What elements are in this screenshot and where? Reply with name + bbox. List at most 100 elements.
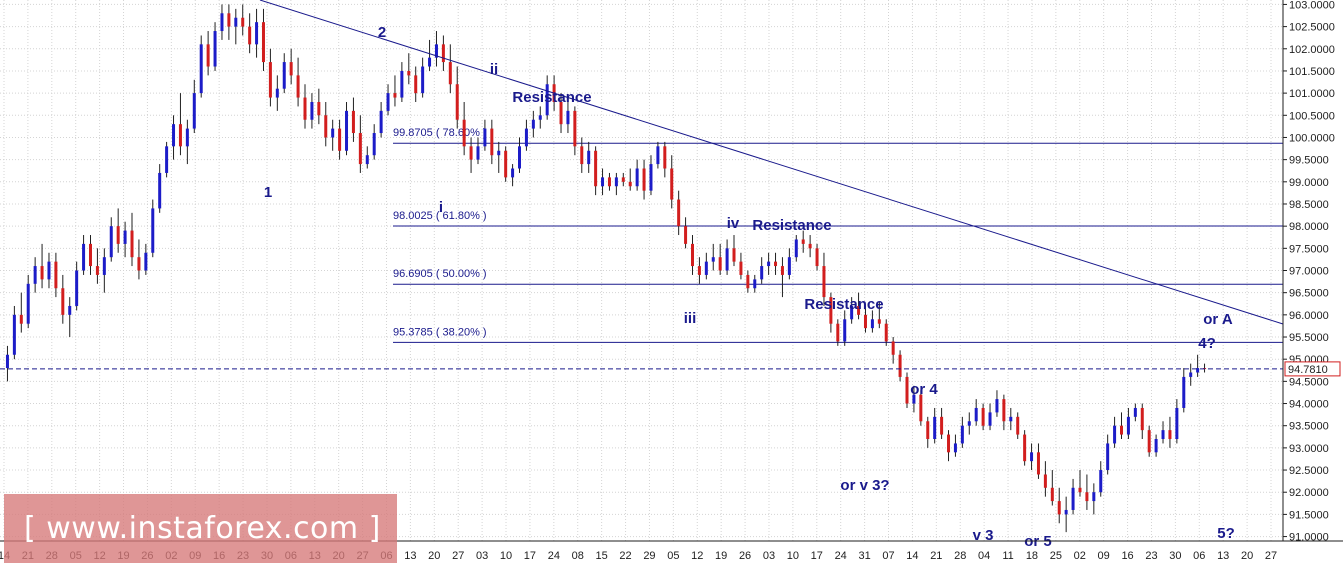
candle-body xyxy=(850,305,854,320)
candle-body xyxy=(746,274,750,289)
trendline-layer xyxy=(0,0,1284,370)
candle-body xyxy=(524,128,528,147)
candle-body xyxy=(386,93,390,111)
y-tick-label: 92.0000 xyxy=(1289,487,1329,499)
candle-body xyxy=(19,314,23,324)
x-tick-label: 29 xyxy=(643,550,655,562)
candle-body xyxy=(227,13,231,27)
y-tick-label: 102.5000 xyxy=(1289,22,1335,34)
candle-body xyxy=(1043,474,1047,488)
candle-body xyxy=(891,341,895,355)
candle-body xyxy=(663,146,667,169)
fib-level-label: 98.0025 ( 61.80% ) xyxy=(393,210,487,222)
x-tick-label: 03 xyxy=(476,550,488,562)
candle-body xyxy=(310,101,314,120)
candle-body xyxy=(358,133,362,165)
candle-body xyxy=(635,168,639,187)
candle-body xyxy=(40,266,44,280)
candle-body xyxy=(732,248,736,262)
candle-body xyxy=(601,177,605,187)
x-tick-label: 24 xyxy=(835,550,847,562)
candle-body xyxy=(241,17,245,27)
candle-body xyxy=(822,266,826,298)
x-tick-label: 18 xyxy=(1026,550,1038,562)
x-tick-label: 04 xyxy=(978,550,990,562)
candle-body xyxy=(1009,416,1013,422)
candle-body xyxy=(282,62,286,89)
candle-body xyxy=(255,22,259,45)
candle-body xyxy=(794,239,798,258)
candle-body xyxy=(767,261,771,267)
candle-body xyxy=(1078,487,1082,493)
candle-body xyxy=(531,119,535,129)
y-tick-label: 96.0000 xyxy=(1289,310,1329,322)
y-tick-label: 93.5000 xyxy=(1289,421,1329,433)
x-tick-label: 28 xyxy=(954,550,966,562)
wave-label: 1 xyxy=(264,184,272,201)
y-tick-label: 102.0000 xyxy=(1289,44,1335,56)
wave-label: or 4 xyxy=(910,381,938,398)
candle-body xyxy=(172,124,176,147)
y-tick-label: 91.5000 xyxy=(1289,509,1329,521)
x-tick-label: 19 xyxy=(715,550,727,562)
resistance-label: Resistance xyxy=(752,217,831,234)
candle-body xyxy=(981,407,985,426)
x-tick-label: 22 xyxy=(619,550,631,562)
candle-body xyxy=(919,394,923,422)
candle-body xyxy=(621,177,625,182)
candle-body xyxy=(684,226,688,244)
candle-body xyxy=(690,243,694,267)
x-tick-label: 10 xyxy=(500,550,512,562)
x-tick-label: 02 xyxy=(1074,550,1086,562)
candle-body xyxy=(1154,439,1158,453)
candle-body xyxy=(780,266,784,275)
candle-body xyxy=(296,75,300,98)
trendline xyxy=(259,0,1284,325)
candle-body xyxy=(12,314,16,355)
candle-body xyxy=(926,421,930,440)
x-tick-label: 27 xyxy=(1265,550,1277,562)
candle-body xyxy=(303,97,307,120)
x-tick-label: 21 xyxy=(930,550,942,562)
candle-body xyxy=(130,230,134,258)
candle-body xyxy=(1189,372,1193,377)
candle-body xyxy=(137,257,141,271)
candle-body xyxy=(441,44,445,63)
y-tick-label: 100.0000 xyxy=(1289,132,1335,144)
candle-body xyxy=(697,266,701,275)
candle-body xyxy=(808,243,812,249)
candle-body xyxy=(988,412,992,426)
candle-body xyxy=(995,399,999,413)
y-tick-label: 93.0000 xyxy=(1289,443,1329,455)
candle-body xyxy=(68,305,72,315)
candle-body xyxy=(1196,368,1200,373)
candle-body xyxy=(538,115,542,120)
candle-body xyxy=(234,17,238,27)
candle-body xyxy=(95,266,99,275)
y-tick-label: 100.5000 xyxy=(1289,110,1335,122)
candle-body xyxy=(739,261,743,275)
candle-body xyxy=(656,146,660,165)
x-tick-label: 24 xyxy=(548,550,560,562)
x-tick-label: 15 xyxy=(596,550,608,562)
candle-body xyxy=(1182,376,1186,408)
candle-body xyxy=(26,283,30,324)
candle-body xyxy=(1071,487,1075,510)
candle-body xyxy=(448,62,452,85)
candle-body xyxy=(1057,501,1061,515)
candle-body xyxy=(123,230,127,244)
candle-body xyxy=(109,226,113,258)
candle-body xyxy=(1126,416,1130,435)
candle-body xyxy=(33,266,37,284)
x-tick-label: 11 xyxy=(1002,550,1013,562)
candle-body xyxy=(760,266,764,280)
wave-label: 2 xyxy=(378,24,386,41)
candle-body xyxy=(905,376,909,404)
x-tick-label: 17 xyxy=(524,550,536,562)
resistance-label: Resistance xyxy=(804,296,883,313)
candle-body xyxy=(185,128,189,147)
x-tick-label: 12 xyxy=(691,550,703,562)
resistance-label: Resistance xyxy=(512,89,591,106)
